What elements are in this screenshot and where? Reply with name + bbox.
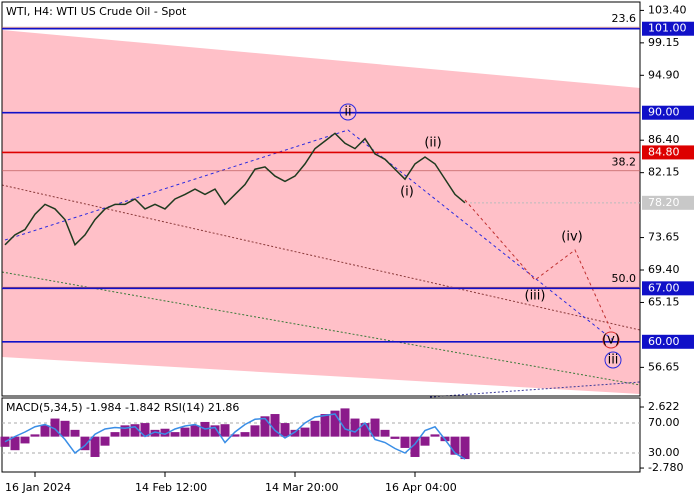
macd-bar [360,423,370,437]
chart-title: WTI, H4: WTI US Crude Oil - Spot [6,5,187,18]
macd-tick-label: -2.780 [648,461,683,474]
macd-bar [100,436,110,446]
y-tick-label: 56.65 [648,360,680,373]
y-tick-label: 103.40 [648,3,687,16]
last-price-label: 78.20 [648,196,680,209]
macd-bar [170,432,180,437]
macd-bar [140,423,150,437]
wave-path [4,129,614,341]
x-tick-label: 14 Feb 12:00 [135,481,207,494]
macd-bar [450,436,460,455]
wave-label: (i) [400,185,414,200]
y2-tick-label: 70.00 [648,416,680,429]
macd-bar [370,418,380,437]
level-label: 84.80 [648,145,680,158]
macd-bar [220,424,230,437]
wave-circle [602,331,620,349]
wave-circle [339,103,357,121]
macd-bar [400,436,410,448]
level-box [642,334,694,349]
price-line [4,132,466,247]
y-tick-label: 94.90 [648,68,680,81]
x-tick-label: 16 Apr 04:00 [385,481,457,494]
level-label: 101.00 [648,22,687,35]
level-label: 60.00 [648,335,680,348]
macd-bar [70,429,80,437]
macd-bar [320,414,330,437]
macd-bar [80,436,90,451]
macd-bar [420,436,430,446]
main-frame [1,1,641,397]
macd-bar [340,408,350,437]
level-box [642,21,694,36]
level-label: 90.00 [648,106,680,119]
level-label: 67.00 [648,281,680,294]
trend-line [429,381,641,398]
indicator-title: MACD(5,34,5) -1.984 -1.842 RSI(14) 21.86 [6,401,239,414]
macd-bar [120,425,130,437]
macd-bar [150,429,160,437]
macd-bar [270,414,280,437]
projection-path [464,199,612,331]
x-tick-label: 14 Mar 20:00 [265,481,338,494]
macd-bar [330,410,340,437]
macd-bar [260,416,270,437]
macd-bar [210,425,220,437]
macd-bar [30,434,40,437]
y-tick-label: 82.15 [648,166,680,179]
macd-bar [50,418,60,437]
macd-bar [190,425,200,437]
macd-bar [90,436,100,457]
level-box [642,105,694,120]
wave-label: ii [344,105,351,120]
y-tick-label: 99.15 [648,36,680,49]
macd-bar [250,425,260,437]
macd-bar [390,436,400,439]
macd-bar [130,424,140,437]
macd-bar [60,420,70,437]
macd-bar [350,418,360,437]
macd-bar [180,427,190,437]
trend-line [1,184,641,331]
macd-bar [410,436,420,457]
macd-bar [110,432,120,437]
last-price-box [642,195,694,210]
macd-bar [10,436,20,451]
macd-bar [430,434,440,437]
wave-circle [604,351,622,369]
wave-label: iii [608,353,619,368]
y-tick-label: 69.40 [648,263,680,276]
macd-bar [310,420,320,437]
y-tick-label: 65.15 [648,295,680,308]
channel [2,30,640,394]
y-tick-label: 86.40 [648,133,680,146]
wave-label: (v) [602,333,620,348]
indicator-frame [1,397,641,473]
level-box [642,145,694,160]
y2-tick-label: 30.00 [648,446,680,459]
rsi-line [4,413,466,460]
level-box [642,281,694,296]
fib-label: 50.0 [612,272,637,285]
macd-bar [460,436,470,460]
wave-label: (iv) [561,230,582,245]
fib-label: 23.6 [612,12,637,25]
macd-bar [290,429,300,437]
wave-label: (iii) [525,289,546,304]
macd-bar [380,429,390,437]
fib-label: 38.2 [612,156,637,169]
macd-bar [20,436,30,444]
x-tick-label: 16 Jan 2024 [5,481,71,494]
macd-bar [40,425,50,437]
wave-label: (ii) [424,136,441,151]
macd-bar [240,432,250,437]
macd-bar [160,428,170,437]
macd-bar [230,434,240,437]
y-tick-label: 73.65 [648,231,680,244]
macd-bar [300,427,310,437]
macd-tick-label: 2.622 [648,400,680,413]
macd-bar [280,423,290,437]
